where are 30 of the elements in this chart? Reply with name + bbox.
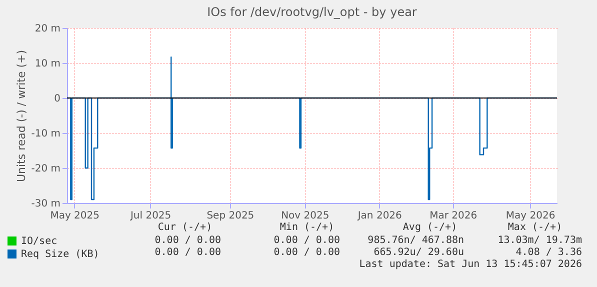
y-tick-label: -30 m [31, 198, 60, 210]
x-tick-label: Nov 2025 [281, 210, 330, 222]
x-tick-label: Mar 2026 [430, 210, 478, 222]
chart-title: IOs for /dev/rootvg/lv_opt - by year [207, 5, 417, 19]
x-tick-label: Jan 2026 [356, 210, 402, 222]
y-axis-title: Units read (-) / write (+) [15, 50, 28, 182]
x-tick-label: May 2026 [506, 210, 556, 222]
text: Cur (-/+) [158, 222, 212, 233]
text: 4.08 / 3.36 [516, 247, 582, 258]
text: Max (-/+) [508, 222, 562, 233]
text: 0.00 / 0.00 [154, 235, 221, 246]
text: 985.76n/ 467.88n [368, 235, 464, 246]
text: 665.92u/ 29.60u [374, 247, 464, 258]
text: Avg (-/+) [402, 222, 458, 233]
text: 0.00 / 0.00 [274, 247, 340, 258]
x-tick-label: May 2025 [50, 210, 100, 222]
text: 0.00 / 0.00 [274, 235, 340, 246]
text: Last update: Sat Jun 13 15:45:07 2026 [359, 259, 582, 270]
legend-label: IO/sec [21, 236, 58, 247]
y-tick-label: 10 m [34, 58, 60, 70]
text: 0.00 / 0.00 [154, 247, 221, 258]
y-tick-label: 20 m [34, 24, 60, 34]
y-tick-label: -20 m [31, 164, 60, 174]
y-tick-label: 0 [54, 94, 60, 104]
x-tick-label: Sep 2025 [206, 210, 254, 222]
x-tick-label: Jul 2025 [129, 210, 172, 222]
text: 13.03m/ 19.73m [498, 235, 582, 246]
y-tick-label: -10 m [31, 128, 60, 140]
legend-label: Req Size (KB) [21, 249, 100, 260]
text: Min (-/+) [280, 222, 334, 233]
